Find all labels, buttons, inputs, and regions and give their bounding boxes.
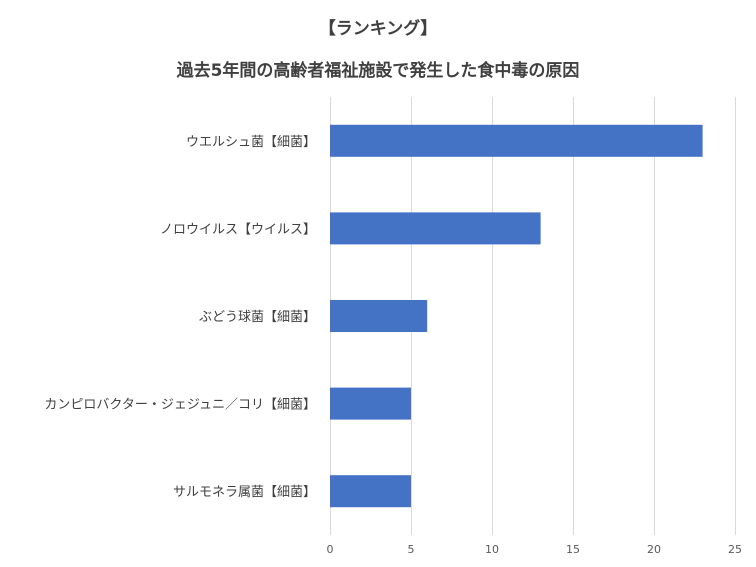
- category-label-1: ノロウイルス【ウイルス】: [160, 222, 316, 237]
- category-label-3: カンピロバクター・ジェジュニ／コリ【細菌】: [44, 398, 316, 413]
- bar-2: [330, 300, 428, 332]
- category-label-0: ウエルシュ菌【細菌】: [186, 135, 316, 150]
- x-tick-label-4: 20: [647, 543, 661, 556]
- bars: [330, 124, 703, 508]
- bar-1: [330, 212, 541, 245]
- x-axis-tick-labels: 0 5 10 15 20 25: [327, 543, 743, 556]
- x-tick-label-0: 0: [327, 543, 334, 556]
- x-tick-label-2: 10: [485, 543, 499, 556]
- category-labels: ウエルシュ菌【細菌】ノロウイルス【ウイルス】ぶどう球菌【細菌】カンピロバクター・…: [44, 135, 316, 500]
- category-label-4: サルモネラ属菌【細菌】: [173, 485, 316, 500]
- gridlines: [330, 97, 736, 535]
- bar-0: [330, 124, 703, 157]
- category-label-2: ぶどう球菌【細菌】: [199, 310, 316, 325]
- x-tick-label-1: 5: [408, 543, 415, 556]
- bar-3: [330, 387, 411, 420]
- x-tick-label-5: 25: [728, 543, 742, 556]
- bar-4: [330, 475, 411, 508]
- chart-subtitle: 過去5年間の高齢者福祉施設で発生した食中毒の原因: [177, 60, 580, 81]
- x-tick-label-3: 15: [566, 543, 580, 556]
- chart-title: 【ランキング】: [319, 18, 438, 39]
